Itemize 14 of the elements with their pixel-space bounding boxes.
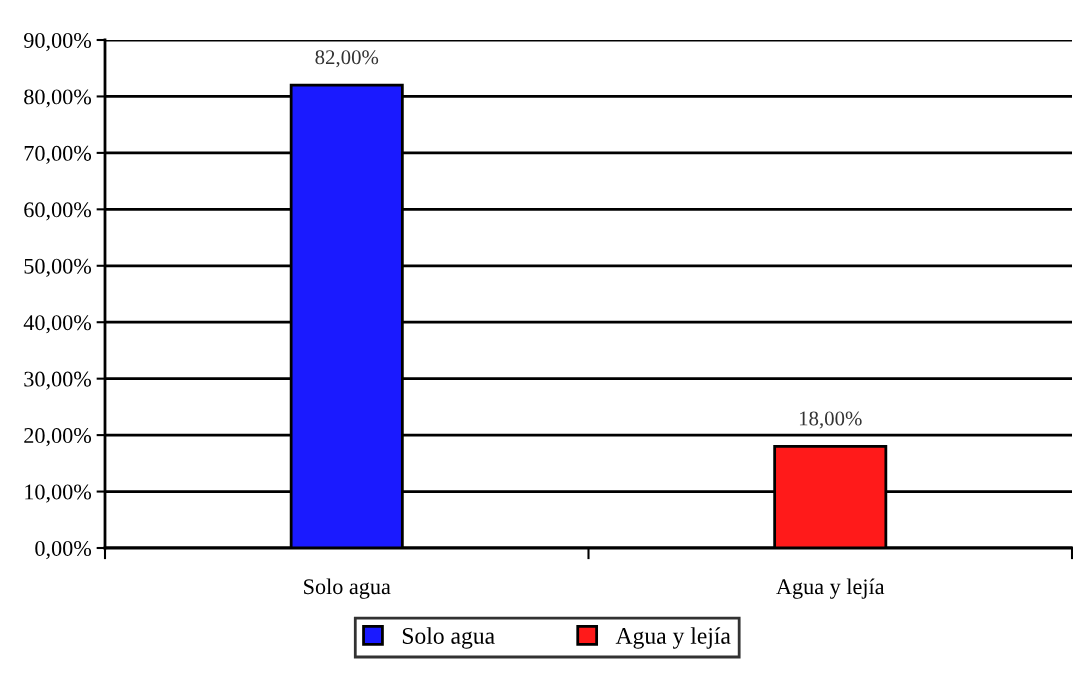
y-tick-label: 70,00% — [24, 145, 92, 165]
y-tick-label: 40,00% — [23, 315, 92, 334]
y-tick-label: 90,00% — [24, 32, 92, 52]
y-tick-label: 50,00% — [24, 258, 92, 277]
data-label: 18,00% — [799, 411, 862, 429]
y-tick-label: 60,00% — [24, 202, 92, 221]
y-tick-label: 20,00% — [24, 428, 92, 447]
legend-label: Agua y lejía — [615, 627, 731, 649]
data-label: 82,00% — [315, 50, 379, 68]
y-tick-label: 0,00% — [35, 540, 92, 560]
y-tick-label: 30,00% — [24, 371, 92, 390]
y-tick-label: 10,00% — [25, 484, 92, 503]
y-tick-label: 80,00% — [24, 89, 92, 108]
legend-label: Solo agua — [402, 627, 495, 649]
